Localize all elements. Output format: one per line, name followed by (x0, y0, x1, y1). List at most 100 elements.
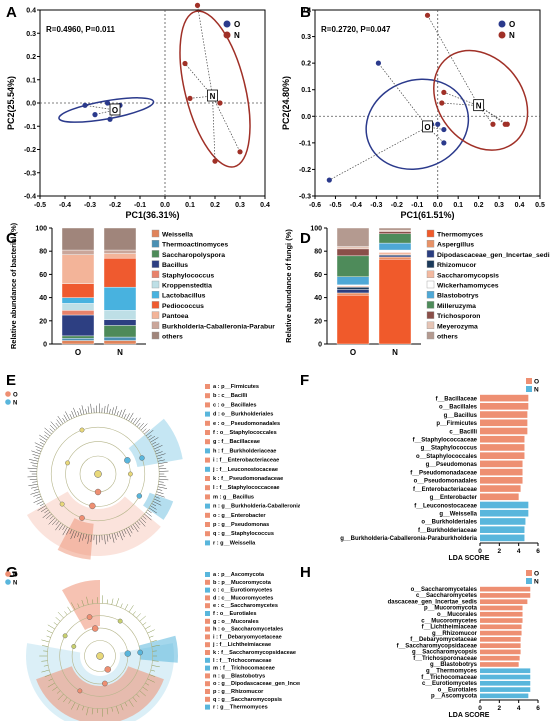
y-tick-label: 100 (310, 226, 322, 233)
lda-bar-label: f__Lichtheimiaceae (422, 625, 478, 631)
stack-segment (61, 303, 95, 311)
leaf-branch (44, 674, 51, 677)
leaf-branch (39, 438, 46, 443)
leaf-branch (144, 513, 152, 521)
clade-key-entry: o : g__Dipodascaceae_gen_Incertae_sedis (213, 681, 300, 687)
clade-key-entry: o : g__Enterobacter (213, 513, 266, 519)
clade-key-swatch (205, 572, 210, 577)
centroid-box (207, 89, 218, 102)
leaf-branch (104, 534, 106, 545)
leaf-branch (158, 483, 166, 486)
leaf-branch (150, 437, 159, 443)
bacteria-legend-swatch (151, 301, 160, 309)
legend-marker-n (223, 31, 231, 39)
data-point-n (441, 89, 447, 95)
leaf-branch (132, 611, 136, 615)
bacteria-lda-chart: ONf__Bacillaceae o__Bacillales g__Bacillus… (340, 378, 540, 562)
category-label: N (117, 348, 123, 357)
x-tick-label: 6 (536, 705, 540, 712)
data-point-n (212, 158, 218, 164)
clade-key-swatch (205, 696, 210, 702)
lda-bar (480, 394, 529, 402)
fungi-legend-label: Saccharomycopsis (437, 272, 499, 279)
leaf-branch (151, 441, 157, 445)
leaf-branch (132, 697, 137, 703)
spider-line (212, 95, 241, 152)
x-tick-label: 6 (536, 548, 540, 555)
leaf-branch (155, 493, 165, 498)
leaf-branch (43, 665, 49, 667)
lda-bar-label: c__Saccharomycetes (416, 593, 478, 599)
data-point-n (187, 95, 193, 101)
clade-node (124, 457, 131, 464)
lda-bar-label: f__Burkholderiaceae (418, 528, 478, 534)
leaf-branch (142, 515, 147, 520)
fungi-legend-label: Thermomyces (437, 232, 483, 239)
clade-key-entry: j : f__Leuconostocaceae (212, 467, 278, 473)
clade-highlight (128, 418, 183, 468)
legend-marker-o (5, 571, 11, 577)
spider-line (478, 105, 508, 125)
stack-segment (378, 233, 412, 244)
bacteria-legend-label: Pediococcus (162, 303, 204, 310)
leaf-branch (120, 603, 123, 608)
lda-bar (480, 693, 529, 699)
lda-bar-label: f__Trichocomaceae (421, 675, 477, 681)
bacteria-legend-label: others (162, 334, 183, 341)
fungi-legend-label: Rhizomucor (437, 262, 477, 269)
lda-bar (480, 501, 529, 509)
legend-label: N (13, 401, 17, 407)
leaf-branch (62, 525, 66, 531)
x-tick-label: 0.3 (494, 202, 504, 209)
leaf-branch (36, 449, 42, 452)
lda-bar-label: f__Trichosporonaceae (413, 656, 477, 662)
leaf-branch (76, 704, 80, 711)
fungi-legend-label: others (437, 334, 458, 341)
taxonomy-ring (50, 426, 146, 522)
leaf-branch (28, 483, 38, 487)
lda-bar-label: p__Firmicutes (436, 421, 477, 427)
clade-key-entry: j : f__Lichtheimiaceae (212, 642, 271, 648)
leaf-branch (126, 413, 130, 420)
x-axis-label: LDA SCORE (449, 555, 490, 562)
leaf-branch (69, 413, 73, 419)
clade-highlight (138, 635, 178, 663)
lda-bar-label: dascaceae_gen_Incertae_sedis (388, 599, 478, 605)
leaf-branch (158, 461, 168, 465)
lda-bar (480, 599, 528, 605)
clade-key-swatch (205, 402, 210, 408)
leaf-branch (39, 434, 48, 441)
leaf-branch (36, 500, 44, 505)
spider-line (443, 92, 479, 106)
legend-label: N (509, 31, 515, 40)
leaf-branch (46, 513, 52, 519)
legend-swatch-n (526, 578, 532, 584)
fungi-lda-chart: ONo__Saccharomycetalesc__Saccharomycetes… (388, 570, 540, 719)
clade-node (117, 618, 123, 624)
clade-key-entry: f : o__Staphylococcales (213, 430, 277, 436)
leaf-branch (90, 534, 92, 543)
leaf-branch (52, 686, 58, 691)
bacteria-legend-swatch (151, 321, 160, 330)
legend-marker-n (5, 579, 11, 585)
leaf-branch (140, 517, 147, 524)
clade-node (89, 502, 96, 510)
clade-key-swatch (205, 393, 210, 399)
clade-key-entry: d : o__Burkholderiales (213, 412, 273, 418)
x-tick-label: 0.1 (185, 202, 195, 209)
leaf-branch (57, 693, 64, 701)
clade-key-entry: i : f__Debaryomycetaceae (213, 634, 282, 640)
clade-key-entry: p : g__Pseudomonas (213, 522, 269, 528)
leaf-branch (55, 522, 62, 531)
leaf-branch (128, 526, 133, 534)
clade-key-swatch (205, 503, 210, 509)
clade-node (79, 427, 85, 433)
leaf-branch (39, 441, 45, 445)
lda-bar-label: g__Pseudomonas (426, 462, 478, 468)
stack-segment (336, 286, 370, 290)
x-tick-label: 4 (517, 548, 521, 555)
legend-label: O (234, 20, 240, 29)
leaf-branch (123, 529, 127, 535)
clade-key-entry: r : g__Thermomyces (213, 705, 268, 711)
leaf-branch (48, 678, 53, 681)
